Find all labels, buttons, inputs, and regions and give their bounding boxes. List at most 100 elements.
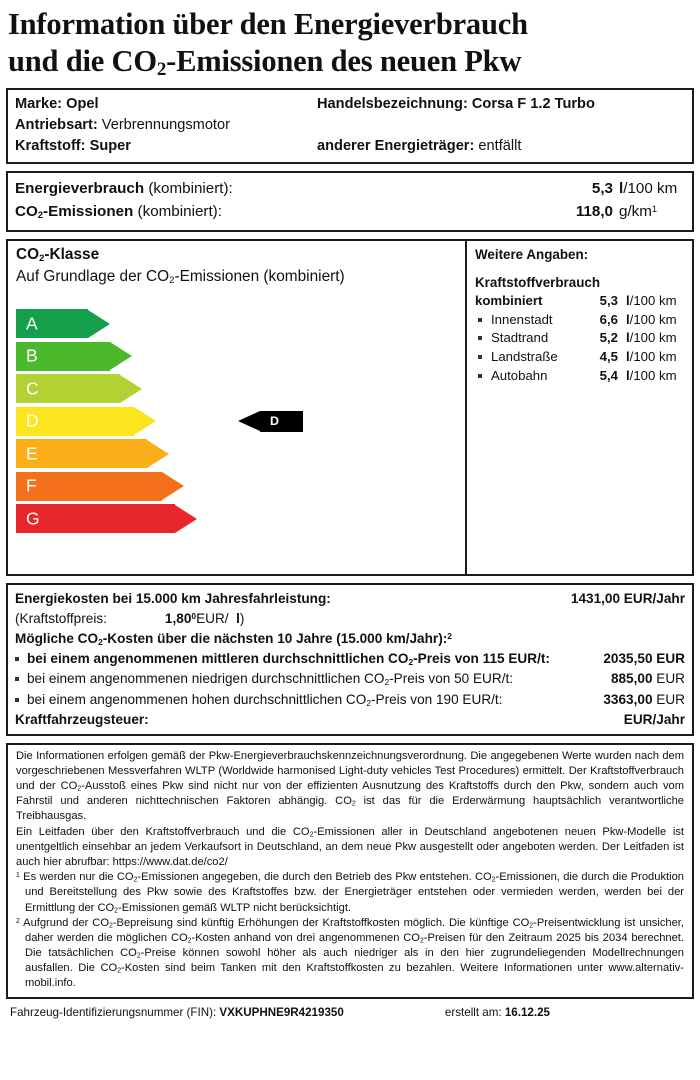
detail-name: Innenstadt <box>475 311 582 330</box>
fuel-price-unit: EUR/ <box>196 611 229 627</box>
consumption-detail-row: Innenstadt 6,6 l/100 km <box>475 311 688 330</box>
co2-band-b: B <box>16 341 457 371</box>
footer: Fahrzeug-Identifizierungsnummer (FIN): V… <box>6 1006 694 1019</box>
band-letter: A <box>26 313 38 334</box>
fuel-price-close: ) <box>239 611 245 627</box>
detail-name: kombiniert <box>475 292 543 308</box>
energy-cost-value: 1431,00 EUR/Jahr <box>570 591 685 607</box>
detail-value: 5,3 <box>599 292 618 308</box>
co2-band-shape-c: C <box>16 374 457 404</box>
fuel-price-label: (Kraftstoffpreis: <box>15 611 107 627</box>
co2-cost-row: bei einem angenommenen mittleren durchsc… <box>15 649 685 669</box>
handelsbezeichnung-label: Handelsbezeichnung: <box>317 96 468 113</box>
legal-paragraph-2: Ein Leitfaden über den Kraftstoffverbrau… <box>16 825 685 868</box>
vehicle-identity-section: Marke: Opel Handelsbezeichnung: Corsa F … <box>6 88 694 165</box>
detail-value: 6,6 <box>599 311 618 327</box>
band-arrow-tip <box>120 374 142 403</box>
bullet-icon <box>15 677 19 682</box>
energy-cost-row: Energiekosten bei 15.000 km Jahresfahrle… <box>15 589 685 609</box>
co2-price-assumption: 190 <box>435 691 459 707</box>
band-letter: E <box>26 443 38 464</box>
co2-emissions-unit: g/km1 <box>619 202 658 221</box>
bullet-icon <box>478 373 482 378</box>
co2-band-e: E <box>16 439 457 469</box>
identity-row-kraftstoff: Kraftstoff: Super anderer Energieträger:… <box>15 136 685 157</box>
marke-label: Marke: <box>15 96 63 113</box>
co2-band-shape-d: D <box>16 406 457 436</box>
co2-class-subtitle: Auf Grundlage der CO2-Emissionen (kombin… <box>16 267 345 286</box>
co2-price-assumption: 115 <box>482 651 505 667</box>
bullet-icon <box>15 697 19 702</box>
co2-band-shape-f: F <box>16 471 457 501</box>
co2-cost-value: 885,00 EUR <box>610 671 685 687</box>
anderer-energietraeger-field: anderer Energieträger: entfällt <box>317 136 685 157</box>
band-letter: F <box>26 475 37 496</box>
fuel-price-value: 1,80 <box>164 611 192 627</box>
co2-cost-text: bei einem angenommenen hohen durchschnit… <box>15 690 603 710</box>
band-arrow-tip <box>175 504 197 533</box>
band-arrow-tip <box>147 439 169 468</box>
kraftstoffverbrauch-heading: Kraftstoffverbrauch <box>475 275 601 291</box>
kraftstoffverbrauch-rows: kombiniert 5,3 l/100 km Innenstadt 6,6 l/100 … <box>475 292 688 386</box>
antriebsart-value: Verbrennungsmotor <box>101 117 230 134</box>
current-class-indicator: D <box>238 410 304 432</box>
band-body <box>16 309 88 339</box>
co2-band-c: C <box>16 374 457 404</box>
consumption-detail-row: kombiniert 5,3 l/100 km <box>475 292 688 311</box>
indicator-label: D <box>260 410 304 432</box>
consumption-detail-row: Autobahn 5,4 l/100 km <box>475 367 688 386</box>
band-letter: B <box>26 345 38 366</box>
band-body <box>16 439 147 469</box>
consumption-detail-row: Landstraße 4,5 l/100 km <box>475 348 688 367</box>
co2-band-shape-e: E <box>16 439 457 469</box>
energy-cost-label: Energiekosten bei 15.000 km Jahresfahrle… <box>15 591 331 607</box>
legal-footnote-1: 1 Es werden nur die CO2-Emissionen angeg… <box>16 871 684 915</box>
kraftstoff-label: Kraftstoff: <box>15 138 86 155</box>
co2-emissions-label: CO2-Emissionen (kombiniert): <box>15 203 222 221</box>
fin-value: VXKUPHNE9R4219350 <box>219 1005 344 1019</box>
identity-row-antriebsart: Antriebsart: Verbrennungsmotor <box>15 115 685 136</box>
consumption-summary-section: Energieverbrauch (kombiniert): 5,3 l/100… <box>6 171 694 233</box>
created-field: erstellt am: 16.12.25 <box>445 1006 690 1019</box>
co2-cost-text: bei einem angenommenen mittleren durchsc… <box>15 649 603 669</box>
co2-band-f: F <box>16 471 457 501</box>
co2-class-section: CO2-Klasse Auf Grundlage der CO2-Emissio… <box>6 239 694 577</box>
band-arrow-tip <box>110 342 132 371</box>
detail-unit: l/100 km <box>626 348 677 364</box>
detail-value: 5,2 <box>599 330 618 346</box>
co2-cost-heading: Mögliche CO2-Kosten über die nächsten 10… <box>15 631 452 648</box>
energy-consumption-value: 5,3 <box>591 180 613 198</box>
co2-cost-row: bei einem angenommenen niedrigen durchsc… <box>15 669 685 689</box>
antriebsart-field: Antriebsart: Verbrennungsmotor <box>15 115 317 136</box>
created-label: erstellt am: <box>444 1005 502 1019</box>
energy-consumption-unit: l/100 km <box>619 180 678 198</box>
band-arrow-tip <box>162 472 184 501</box>
consumption-detail-row: Stadtrand 5,2 l/100 km <box>475 329 688 348</box>
bullet-icon <box>478 336 482 341</box>
band-arrow-tip <box>88 309 110 338</box>
bullet-icon <box>15 657 19 662</box>
page-title: Information über den Energieverbrauch un… <box>8 6 694 81</box>
fin-label: Fahrzeug-Identifizierungsnummer (FIN): <box>10 1005 217 1019</box>
vehicle-tax-row: Kraftfahrzeugsteuer: EUR/Jahr <box>15 710 685 730</box>
co2-class-scale-panel: CO2-Klasse Auf Grundlage der CO2-Emissio… <box>8 241 467 575</box>
anderer-energietraeger-label: anderer Energieträger: <box>317 138 475 155</box>
energy-consumption-label: Energieverbrauch (kombiniert): <box>15 180 233 198</box>
detail-unit: l/100 km <box>626 292 677 308</box>
detail-unit: l/100 km <box>626 330 677 346</box>
co2-band-shape-a: A <box>16 309 457 339</box>
bullet-icon <box>478 354 482 359</box>
legal-footnote-2: 2 Aufgrund der CO2-Bepreisung sind künft… <box>16 916 685 990</box>
page-title-line1: Information über den Energieverbrauch <box>8 7 528 41</box>
co2-class-title: CO2-Klasse <box>16 246 100 265</box>
page-title-line2: und die CO2-Emissionen des neuen Pkw <box>8 44 522 81</box>
marke-value: Opel <box>66 96 99 113</box>
detail-name: Landstraße <box>475 348 582 367</box>
energy-consumption-row: Energieverbrauch (kombiniert): 5,3 l/100… <box>15 178 685 201</box>
co2-emissions-row: CO2-Emissionen (kombiniert): 118,0 g/km1 <box>15 201 685 224</box>
co2-cost-row: bei einem angenommenen hohen durchschnit… <box>15 690 685 710</box>
kraftstoff-field: Kraftstoff: Super <box>15 136 317 157</box>
created-value: 16.12.25 <box>504 1005 550 1019</box>
co2-band-g: G <box>16 504 457 534</box>
